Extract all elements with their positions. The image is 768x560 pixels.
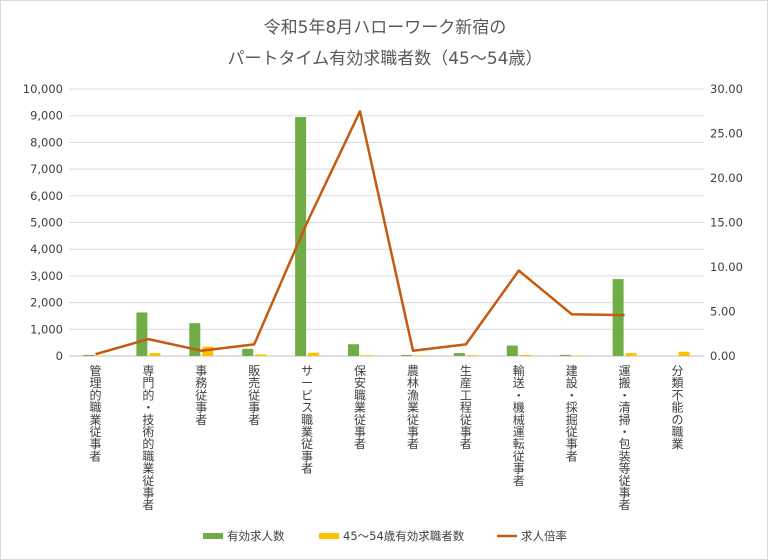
bar-job-seekers	[413, 355, 425, 356]
bar-job-seekers	[202, 346, 214, 356]
legend-label: 求人倍率	[521, 529, 567, 543]
y-right-tick-label: 25.00	[710, 127, 743, 141]
y-right-tick-label: 20.00	[710, 171, 743, 185]
bar-job-openings	[348, 344, 360, 356]
bar-job-openings	[400, 354, 412, 356]
legend-label: 有効求人数	[227, 529, 285, 543]
bar-job-seekers	[678, 351, 690, 356]
bar-job-seekers	[149, 353, 161, 356]
bar-job-openings	[242, 348, 254, 356]
y-right-tick-label: 15.00	[710, 216, 743, 230]
x-tick-label: 販売従事者	[248, 364, 260, 427]
y-right-tick-label: 10.00	[710, 260, 743, 274]
x-tick-label: 分類不能の職業	[672, 364, 684, 451]
x-tick-label: 事務従事者	[195, 364, 207, 427]
y-left-tick-label: 7,000	[30, 162, 63, 176]
y-left-tick-label: 2,000	[30, 296, 63, 310]
bar-job-seekers	[361, 355, 373, 356]
bar-job-openings	[136, 312, 148, 356]
line-job-ratio	[95, 110, 625, 356]
bar-job-openings	[612, 279, 624, 356]
y-right-tick-label: 0.00	[710, 349, 736, 363]
legend-swatch	[203, 533, 223, 539]
y-left-tick-label: 9,000	[30, 109, 63, 123]
bar-job-seekers	[466, 355, 478, 356]
bar-job-openings	[559, 354, 571, 356]
legend-label: 45～54歳有効求職者数	[343, 529, 465, 543]
x-tick-label: 農林漁業従事者	[407, 364, 419, 451]
bar-job-seekers	[625, 353, 637, 356]
y-left-tick-label: 8,000	[30, 135, 63, 149]
bar-job-openings	[83, 354, 95, 356]
bar-job-openings	[453, 353, 465, 356]
x-tick-label: 輸送・機械運転従事者	[513, 363, 525, 488]
bar-job-openings	[189, 323, 201, 356]
x-tick-label: 専門的・技術的職業従事者	[142, 364, 154, 512]
y-right-tick-label: 5.00	[710, 305, 736, 319]
bar-job-seekers	[255, 354, 267, 356]
y-left-tick-label: 6,000	[30, 189, 63, 203]
bar-job-seekers	[519, 354, 531, 356]
y-left-tick-label: 0	[56, 349, 63, 363]
chart-title-line-2: パートタイム有効求職者数（45～54歳）	[227, 49, 543, 69]
chart-title-line-1: 令和5年8月ハローワーク新宿の	[263, 18, 507, 38]
legend-swatch	[319, 533, 339, 539]
x-tick-label: 生産工程従事者	[460, 364, 472, 451]
y-left-tick-label: 4,000	[30, 242, 63, 256]
bar-job-openings	[506, 345, 518, 356]
y-left-tick-label: 5,000	[30, 216, 63, 230]
x-tick-label: サービス職業従事者	[301, 364, 313, 476]
x-tick-label: 建設・採掘従事者	[566, 364, 578, 463]
x-tick-label: 管理的職業従事者	[89, 363, 101, 463]
bar-job-seekers	[96, 355, 108, 356]
y-left-tick-label: 10,000	[23, 82, 63, 96]
y-right-tick-label: 30.00	[710, 82, 743, 96]
y-left-tick-label: 3,000	[30, 269, 63, 283]
bar-job-seekers	[572, 355, 584, 356]
x-tick-label: 保安職業従事者	[354, 364, 366, 451]
y-left-tick-label: 1,000	[30, 322, 63, 336]
bar-job-seekers	[308, 352, 320, 356]
x-tick-label: 運搬・清掃・包装等従事者	[619, 364, 631, 512]
